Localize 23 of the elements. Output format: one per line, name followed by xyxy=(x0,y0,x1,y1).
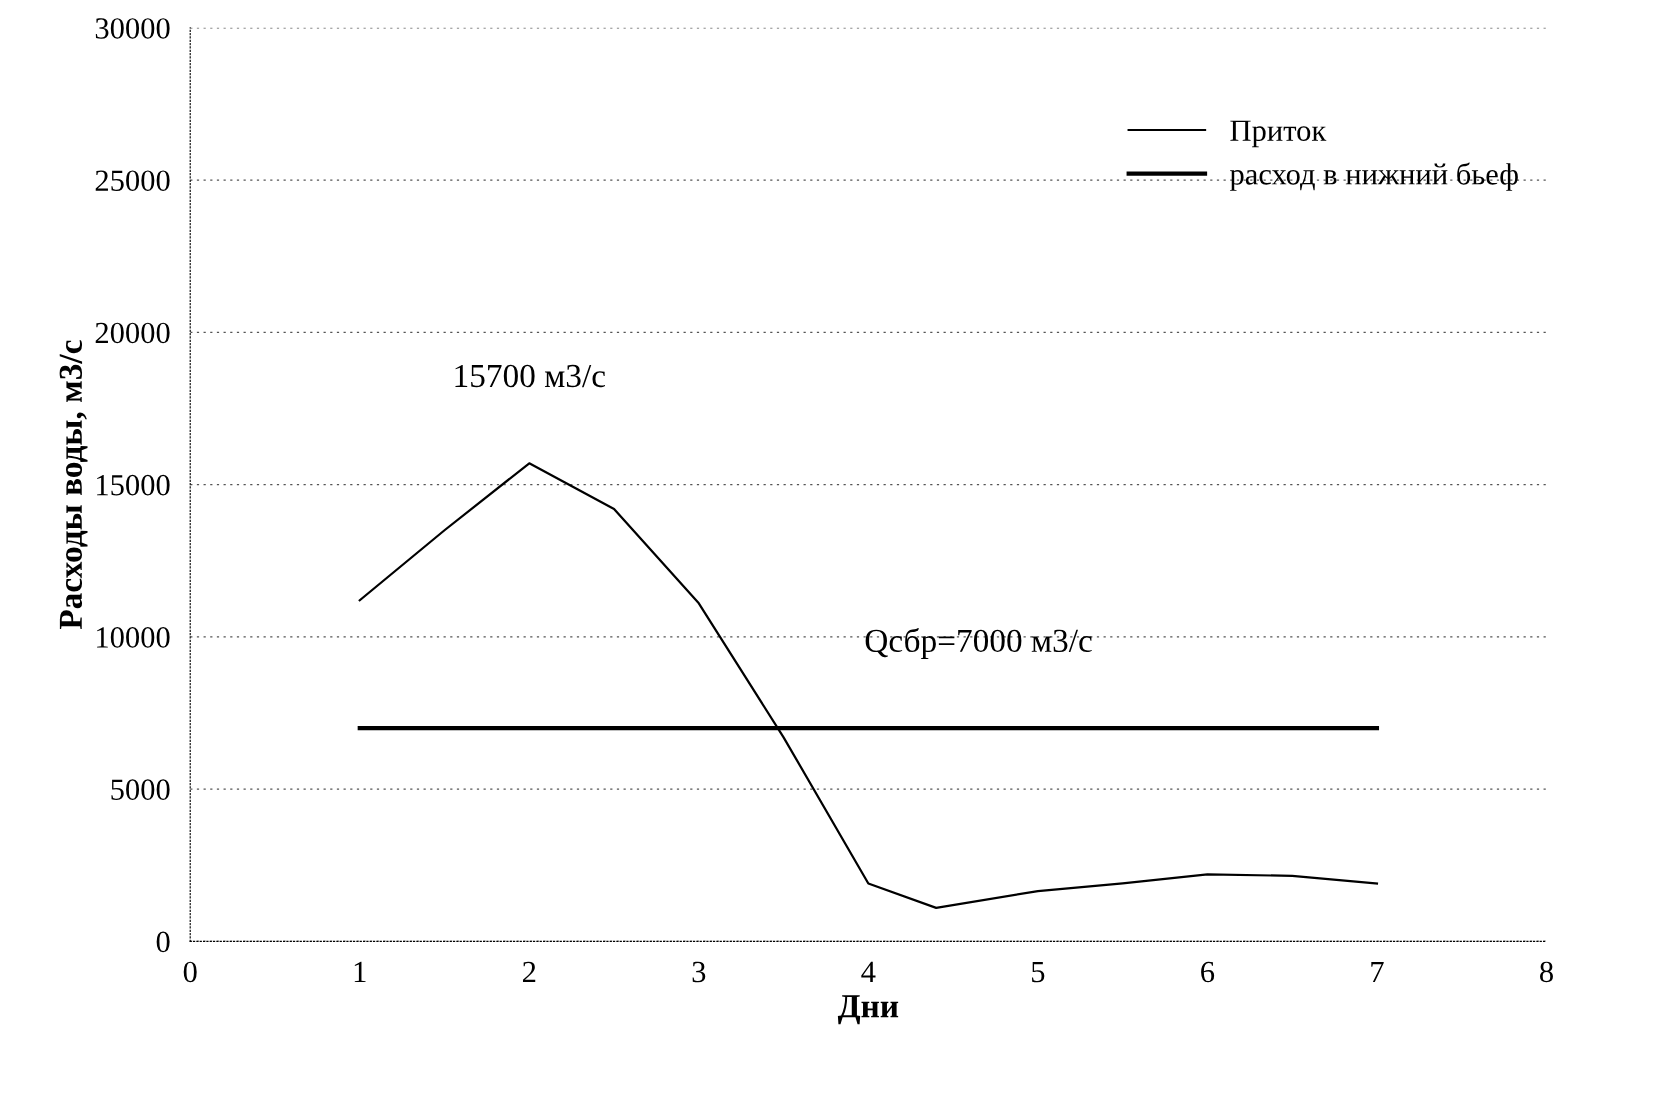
x-tick-label: 2 xyxy=(522,961,536,982)
x-tick-label: 6 xyxy=(1201,961,1215,983)
y-tick-label: 30000 xyxy=(95,18,170,39)
y-axis-title: Расходы воды, м3/с xyxy=(59,340,88,630)
x-tick-label: 4 xyxy=(861,961,876,982)
x-tick-label: 7 xyxy=(1371,961,1384,982)
y-tick-label: 15000 xyxy=(97,474,170,496)
x-tick-label: 3 xyxy=(692,961,706,983)
x-tick-label: 0 xyxy=(183,961,197,983)
x-tick-label: 8 xyxy=(1540,961,1553,983)
x-tick-label: 5 xyxy=(1032,961,1045,983)
x-tick-label: 1 xyxy=(354,961,366,982)
line-series xyxy=(358,462,1379,909)
annotation: 15700 м3/с xyxy=(455,364,605,388)
legend-label: Приток xyxy=(1230,120,1327,148)
y-tick-label: 10000 xyxy=(97,627,170,648)
annotation: Qсбр=7000 м3/с xyxy=(865,627,1092,659)
y-tick-label: 20000 xyxy=(95,322,170,344)
y-tick-label: 5000 xyxy=(111,779,170,800)
y-tick-label: 25000 xyxy=(95,170,170,191)
y-tick-label: 0 xyxy=(156,931,170,953)
legend-label: расход в нижний бьеф xyxy=(1229,162,1518,191)
x-axis-title: Дни xyxy=(837,995,899,1025)
